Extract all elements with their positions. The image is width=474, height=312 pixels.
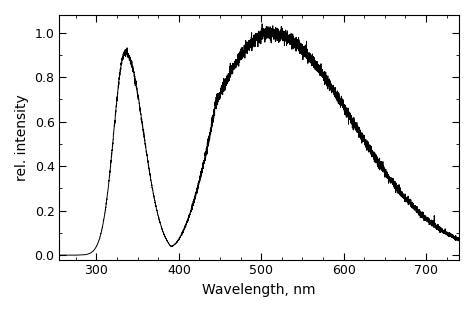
Y-axis label: rel. intensity: rel. intensity: [15, 94, 29, 181]
X-axis label: Wavelength, nm: Wavelength, nm: [202, 283, 316, 297]
